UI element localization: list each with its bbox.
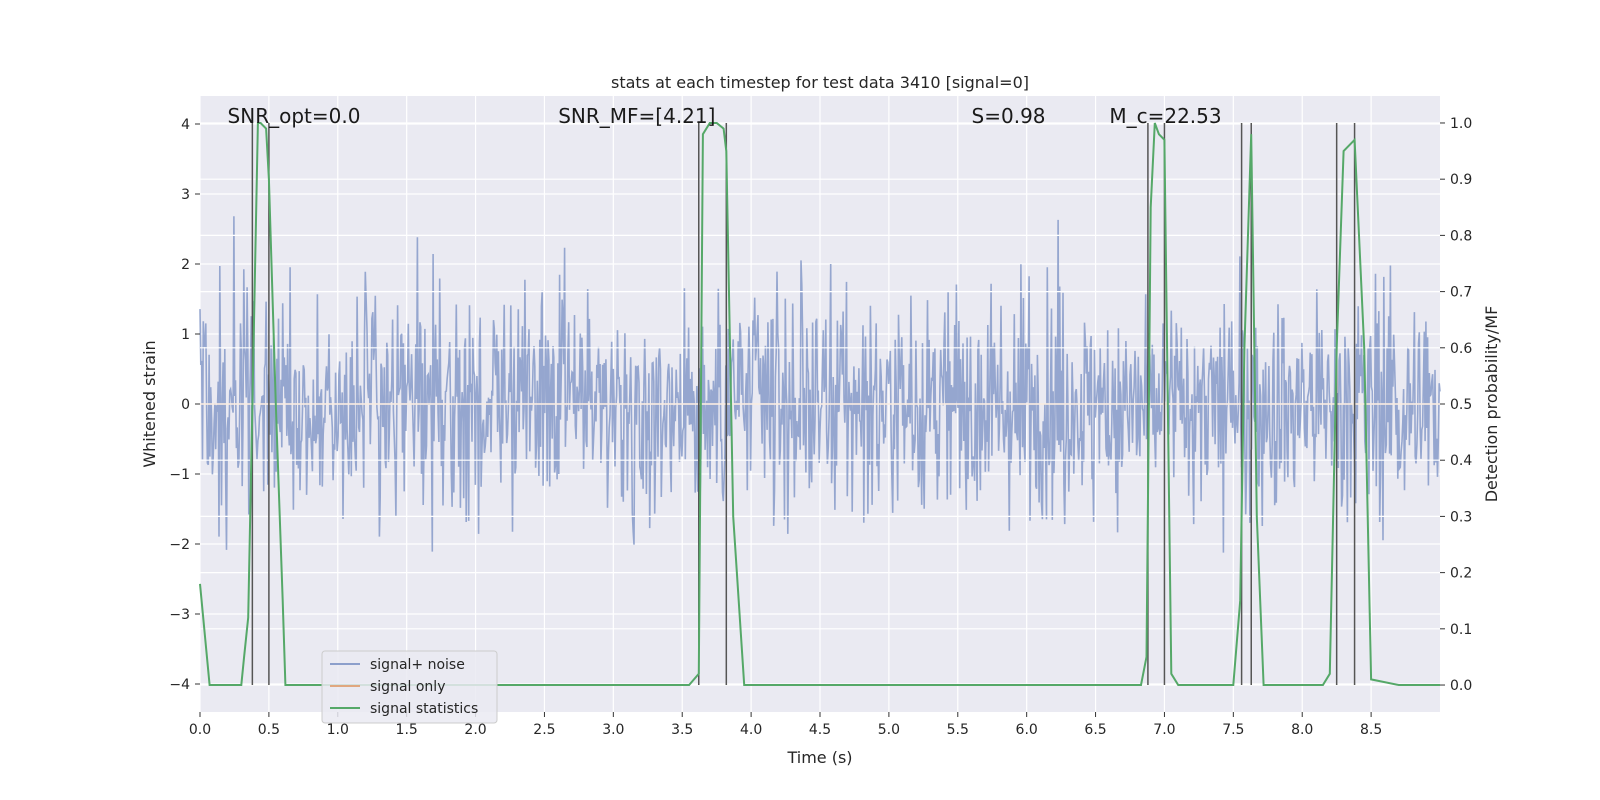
y-tick-label: 2	[181, 257, 190, 273]
x-tick-label: 8.5	[1360, 722, 1382, 738]
legend: signal+ noise signal only signal statistic…	[321, 650, 498, 724]
y-tick-label: 1	[181, 327, 190, 343]
right-tick-label: 0.3	[1450, 509, 1472, 525]
x-axis-ticks: 0.0 0.5 1.0 1.5 2.0 2.5 3.0 3.5 4.0 4.5 5.0 5.5 6.0 6…	[189, 712, 1382, 738]
y-tick-label: −4	[169, 677, 190, 693]
right-axis-ticks: 1.0 0.9 0.8 0.7 0.6 0.5 0.4 0.3 0.2 0.1 0.0	[1440, 116, 1472, 694]
annotation-text: S=0.98	[972, 104, 1046, 128]
x-tick-label: 4.5	[809, 722, 831, 738]
x-tick-label: 5.5	[947, 722, 969, 738]
right-axis-label: Detection probability/MF	[1482, 306, 1501, 503]
right-tick-label: 0.8	[1450, 228, 1472, 244]
x-tick-label: 0.0	[189, 722, 211, 738]
x-axis-label: Time (s)	[786, 748, 852, 767]
chart-title: stats at each timestep for test data 341…	[611, 73, 1029, 92]
right-tick-label: 0.7	[1450, 285, 1472, 301]
x-tick-label: 2.5	[533, 722, 555, 738]
series-signal-statistics	[199, 122, 1440, 686]
y-axis-label: Whitened strain	[140, 340, 159, 467]
right-tick-label: 0.0	[1450, 678, 1472, 694]
legend-label: signal+ noise	[370, 657, 465, 673]
x-tick-label: 0.5	[258, 722, 280, 738]
signal-statistics-line	[199, 122, 1440, 686]
annotation-text: M_c=22.53	[1109, 104, 1221, 128]
y-tick-label: 4	[181, 117, 190, 133]
x-tick-label: 4.0	[740, 722, 762, 738]
x-tick-label: 3.0	[602, 722, 624, 738]
y-tick-label: 0	[181, 397, 190, 413]
x-tick-label: 5.0	[878, 722, 900, 738]
y-tick-label: −3	[169, 607, 190, 623]
legend-label: signal only	[370, 679, 445, 695]
legend-box	[321, 650, 498, 724]
x-tick-label: 7.5	[1222, 722, 1244, 738]
right-tick-label: 0.2	[1450, 566, 1472, 582]
series-signal-plus-noise	[199, 216, 1441, 553]
signal-plus-noise-line	[199, 216, 1441, 553]
y-tick-label: 3	[181, 187, 190, 203]
y-tick-label: −2	[169, 537, 190, 553]
right-tick-label: 0.4	[1450, 453, 1472, 469]
y-axis-ticks: 4 3 2 1 0 −1 −2 −3 −4	[169, 117, 200, 693]
x-tick-label: 1.0	[327, 722, 349, 738]
x-tick-label: 7.0	[1153, 722, 1175, 738]
right-tick-label: 0.1	[1450, 622, 1472, 638]
x-tick-label: 3.5	[671, 722, 693, 738]
annotation-text: SNR_opt=0.0	[228, 104, 361, 128]
right-tick-label: 1.0	[1450, 116, 1472, 132]
x-tick-label: 1.5	[396, 722, 418, 738]
annotation-text: SNR_MF=[4.21]	[558, 104, 715, 128]
x-tick-label: 6.5	[1084, 722, 1106, 738]
right-tick-label: 0.6	[1450, 341, 1472, 357]
x-tick-label: 2.0	[464, 722, 486, 738]
x-tick-label: 6.0	[1016, 722, 1038, 738]
legend-label: signal statistics	[370, 701, 478, 717]
right-tick-label: 0.9	[1450, 172, 1472, 188]
y-tick-label: −1	[169, 467, 190, 483]
annotations: SNR_opt=0.0 SNR_MF=[4.21] S=0.98 M_c=22.53	[228, 104, 1222, 128]
right-tick-label: 0.5	[1450, 397, 1472, 413]
right-axis-grid	[200, 122, 1440, 686]
x-tick-label: 8.0	[1291, 722, 1313, 738]
